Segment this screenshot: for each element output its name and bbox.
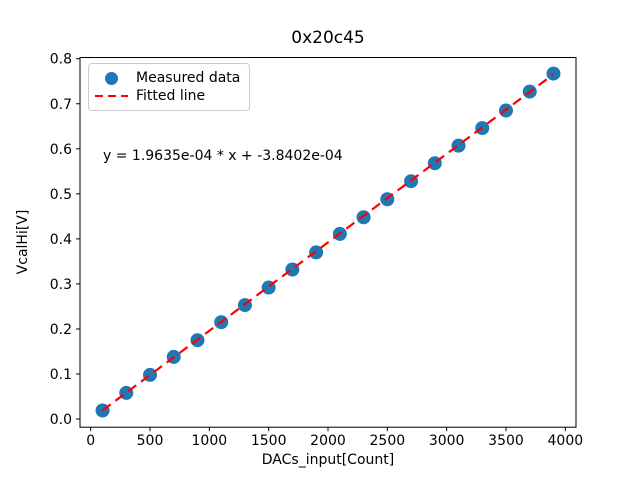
x-axis-label: DACs_input[Count] [261,452,395,468]
x-tick-label: 2500 [370,433,406,449]
y-tick-label: 0.7 [50,97,72,113]
legend-marker-cell [94,71,128,85]
fitted-line [101,73,555,412]
x-tick-label: 0 [86,433,95,449]
measured-data-marker-icon [104,71,118,85]
chart-title: 0x20c45 [291,28,365,48]
y-tick-label: 0.2 [50,322,72,338]
legend-marker-cell [94,95,128,97]
x-tick-label: 2000 [310,433,346,449]
x-tick-label: 4000 [548,433,584,449]
legend-label-fitted-line: Fitted line [136,88,206,104]
y-axis-label: VcalHi[V] [15,209,31,275]
x-tick-label: 3000 [429,433,465,449]
fitted-line-marker-icon [94,95,128,97]
x-tick-label: 1000 [192,433,228,449]
y-tick-label: 0.3 [50,277,72,293]
x-tick-label: 3500 [488,433,524,449]
y-tick-label: 0.4 [50,232,72,248]
x-tick-label: 1500 [251,433,287,449]
measured-data-point [546,66,561,81]
y-tick-label: 0.8 [50,52,72,68]
y-tick-label: 0.5 [50,187,72,203]
plot-frame [79,57,577,428]
y-tick-label: 0.0 [50,412,72,428]
y-tick-label: 0.6 [50,142,72,158]
legend-item-measured-data: Measured data [94,69,240,87]
y-tick-label: 0.1 [50,367,72,383]
legend-item-fitted-line: Fitted line [94,87,240,105]
legend-label-measured-data: Measured data [136,70,241,86]
fit-equation-annotation: y = 1.9635e-04 * x + -3.8402e-04 [103,148,343,164]
measured-data-point [356,210,371,225]
x-tick-label: 500 [137,433,164,449]
legend: Measured data Fitted line [88,63,251,111]
